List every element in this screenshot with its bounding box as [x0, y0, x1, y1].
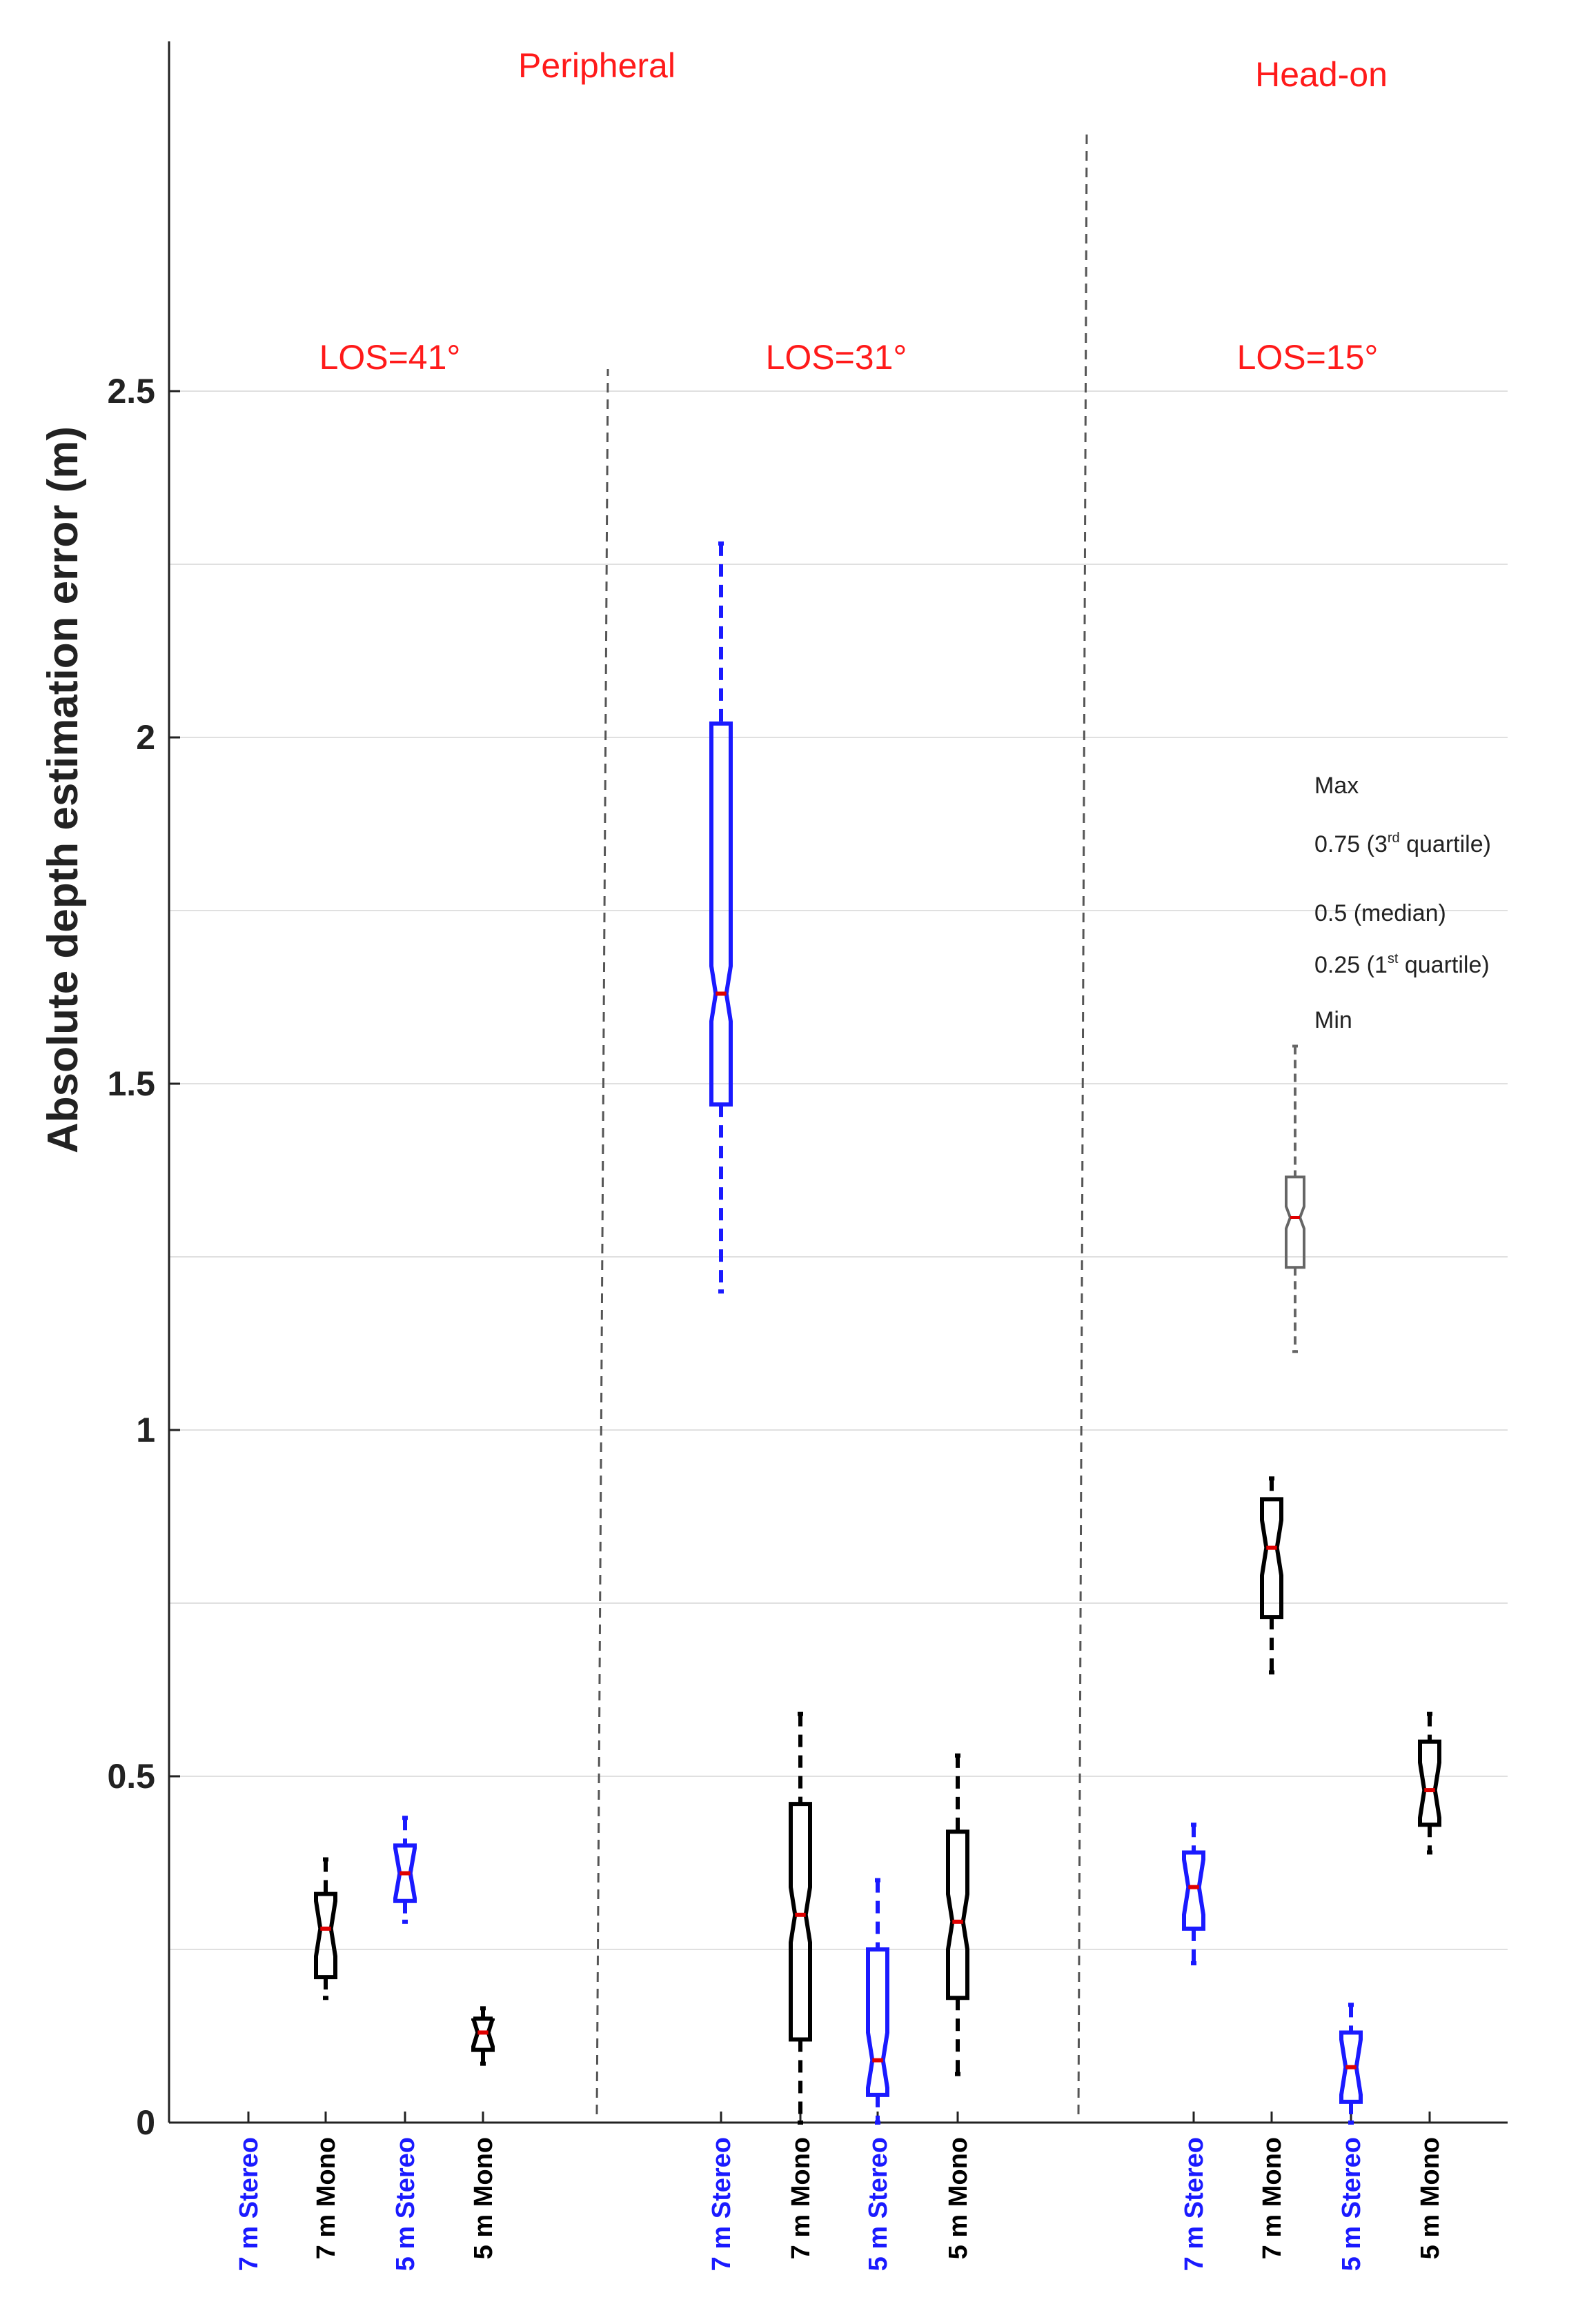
box-body [946, 1829, 969, 2000]
boxplot [946, 1753, 969, 2076]
box-body [471, 2016, 495, 2052]
box-body [1339, 2030, 1363, 2104]
y-tick-label: 0 [136, 2103, 155, 2142]
box-group [709, 541, 969, 2125]
box-body [1182, 1850, 1205, 1931]
grid-layer [169, 390, 1508, 1950]
y-tick-label: 0.5 [107, 1757, 155, 1796]
boxplot [393, 1816, 417, 1924]
legend-label-median: 0.5 (median) [1314, 900, 1446, 926]
boxplot [1260, 1476, 1283, 1675]
boxplot [789, 1711, 812, 2125]
x-category-label: 5 m Mono [1416, 2137, 1445, 2259]
section-divider [595, 368, 609, 2115]
y-axis-label: Absolute depth estimation error (m) [39, 426, 87, 1153]
x-category-label: 7 m Stereo [707, 2137, 736, 2271]
x-category-label: 5 m Mono [944, 2137, 973, 2259]
y-tick-label: 1 [136, 1411, 155, 1449]
legend-text-tail: quartile) [1400, 831, 1491, 857]
legend-text-tail: quartile) [1398, 952, 1489, 978]
box-body [314, 1891, 337, 1980]
x-category-label: 7 m Stereo [235, 2137, 264, 2271]
section-divider [1077, 130, 1088, 2115]
section-label-los31: LOS=31° [766, 338, 907, 377]
box-body [789, 1802, 812, 2042]
box-group [314, 1816, 495, 2066]
x-category-label: 7 m Mono [312, 2137, 341, 2259]
boxplot [1418, 1711, 1441, 1855]
labels-layer: Peripheral Head-on LOS=41° LOS=31° LOS=15° 7 … [235, 46, 1445, 2271]
boxplot [709, 541, 733, 1294]
x-category-label: 7 m Stereo [1180, 2137, 1209, 2271]
y-tick-label: 2.5 [107, 372, 155, 410]
box-body [1418, 1739, 1441, 1827]
legend: Max 0.75 (3rd quartile) 0.5 (median) 0.25 (… [1285, 773, 1491, 1353]
x-category-label: 7 m Mono [787, 2137, 816, 2259]
legend-superscript: rd [1388, 831, 1400, 846]
x-category-label: 5 m Stereo [1337, 2137, 1366, 2271]
x-category-label: 5 m Mono [469, 2137, 498, 2259]
legend-text: 0.25 (1 [1314, 952, 1388, 978]
legend-text: 0.5 (median) [1314, 900, 1446, 926]
x-category-label: 5 m Stereo [391, 2137, 420, 2271]
x-category-label: 5 m Stereo [864, 2137, 893, 2271]
y-tick-label: 1.5 [107, 1064, 155, 1103]
axes: 0 0.5 1 1.5 2 2.5 Absolute depth estimation er… [39, 41, 1508, 2142]
box-body [709, 721, 733, 1107]
x-category-label: 7 m Mono [1258, 2137, 1287, 2259]
box-body [393, 1843, 417, 1903]
section-dividers [595, 130, 1088, 2115]
legend-label-max: Max [1314, 773, 1359, 799]
legend-box-body [1285, 1175, 1305, 1269]
section-label-los41: LOS=41° [319, 338, 461, 377]
legend-text: 0.75 (3 [1314, 831, 1388, 857]
boxplot [314, 1857, 337, 2000]
legend-label-min: Min [1314, 1007, 1352, 1033]
boxplot [866, 1878, 889, 2125]
legend-label-q3: 0.75 (3rd quartile) [1314, 831, 1491, 857]
section-label-peripheral: Peripheral [518, 46, 675, 85]
box-group [1182, 1476, 1441, 2125]
boxplot [1339, 2003, 1363, 2125]
boxplot [1182, 1823, 1205, 1966]
section-label-head-on: Head-on [1255, 55, 1388, 94]
boxes-layer [314, 541, 1441, 2125]
box-body [1260, 1497, 1283, 1620]
legend-superscript: st [1388, 951, 1399, 966]
legend-key-box [1285, 1044, 1305, 1353]
box-body [866, 1947, 889, 2097]
legend-text: Max [1314, 773, 1359, 799]
legend-text: Min [1314, 1007, 1352, 1033]
section-label-los15: LOS=15° [1237, 338, 1379, 377]
legend-label-q1: 0.25 (1st quartile) [1314, 951, 1490, 978]
y-tick-label: 2 [136, 718, 155, 757]
boxplot [471, 2006, 495, 2066]
